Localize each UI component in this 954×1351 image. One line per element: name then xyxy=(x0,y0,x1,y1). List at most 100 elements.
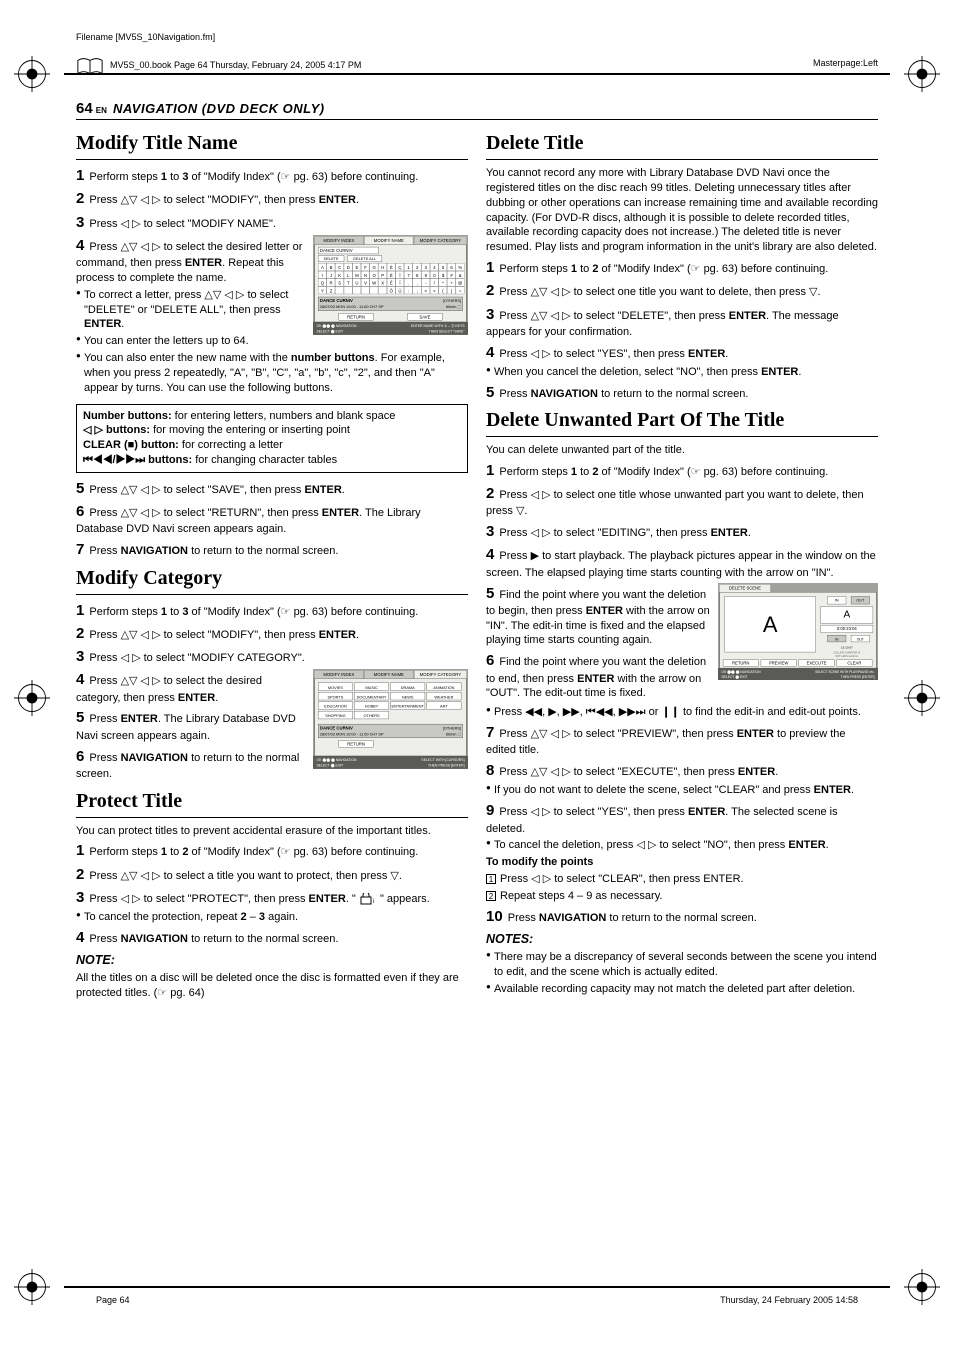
svg-text:MODIFY NAME: MODIFY NAME xyxy=(374,672,404,677)
filename-caption: Filename [MV5S_10Navigation.fm] xyxy=(76,32,215,42)
left-column: Modify Title Name 1 Perform steps 1 to 3… xyxy=(76,126,468,1003)
step: 8 Press △▽ ◁ ▷ to select "EXECUTE", then… xyxy=(486,761,878,781)
svg-text:R: R xyxy=(330,280,333,285)
svg-text:J: J xyxy=(330,273,332,278)
svg-text:H: H xyxy=(381,265,384,270)
svg-text:OUT: OUT xyxy=(856,598,865,602)
svg-text:NEWS: NEWS xyxy=(402,695,414,700)
step: 4 Press ▶ to start playback. The playbac… xyxy=(486,545,878,580)
svg-text:MODIFY INDEX: MODIFY INDEX xyxy=(323,672,354,677)
step: 10 Press NAVIGATION to return to the nor… xyxy=(486,907,878,927)
svg-text:I: I xyxy=(322,273,323,278)
svg-text:S: S xyxy=(338,280,341,285)
svg-text:THEN PRESS [ENTER]: THEN PRESS [ENTER] xyxy=(428,764,465,768)
svg-text:SHOPPING: SHOPPING xyxy=(325,714,345,719)
step: 7 Press △▽ ◁ ▷ to select "PREVIEW", then… xyxy=(486,723,878,758)
heading-delete-unwanted: Delete Unwanted Part Of The Title xyxy=(486,409,878,432)
step: 1 Perform steps 1 to 2 of "Modify Index"… xyxy=(486,258,878,278)
step: 9 Press ◁ ▷ to select "YES", then press … xyxy=(486,801,878,836)
step: 1 Perform steps 1 to 2 of "Modify Index"… xyxy=(486,461,878,481)
svg-text:Ê: Ê xyxy=(390,280,393,285)
right-column: Delete Title You cannot record any more … xyxy=(486,126,878,1003)
svg-text:NOT LESS red/1min: NOT LESS red/1min xyxy=(835,655,858,658)
book-icon xyxy=(76,56,104,78)
heading-modify-title: Modify Title Name xyxy=(76,132,468,155)
substep: 1Press ◁ ▷ to select "CLEAR", then press… xyxy=(486,872,878,887)
svg-text:THEN PRESS [ENTER]: THEN PRESS [ENTER] xyxy=(841,675,875,679)
svg-text:IN: IN xyxy=(835,598,839,602)
svg-text:SPORTS: SPORTS xyxy=(327,695,343,700)
step: 2 Press △▽ ◁ ▷ to select one title you w… xyxy=(486,281,878,301)
svg-text:,: , xyxy=(417,280,418,285)
svg-text:MODIFY CATEGORY: MODIFY CATEGORY xyxy=(420,238,462,243)
step: 1 Perform steps 1 to 2 of "Modify Index"… xyxy=(76,841,468,861)
svg-text:Ç: Ç xyxy=(398,265,401,270)
step: 3 Press ◁ ▷ to select "EDITING", then pr… xyxy=(486,522,878,542)
svg-text:DANCE CURNIV: DANCE CURNIV xyxy=(320,726,353,731)
step: 2 Press △▽ ◁ ▷ to select "MODIFY", then … xyxy=(76,189,468,209)
svg-text:D: D xyxy=(347,265,350,270)
svg-text:V: V xyxy=(364,280,367,285)
note-text: All the titles on a disc will be deleted… xyxy=(76,971,468,1001)
lock-icon: i xyxy=(359,893,377,905)
button-reference-box: Number buttons: for entering letters, nu… xyxy=(76,404,468,473)
svg-text:DELETE ALL: DELETE ALL xyxy=(353,256,377,261)
regmark-icon xyxy=(14,680,50,716)
svg-text:F: F xyxy=(364,265,367,270)
svg-text:MUSIC: MUSIC xyxy=(365,685,378,690)
masterpage-caption: Masterpage:Left xyxy=(813,58,878,68)
svg-text:RETURN: RETURN xyxy=(732,660,749,665)
step: 1 Perform steps 1 to 3 of "Modify Index"… xyxy=(76,601,468,621)
regmark-icon xyxy=(904,680,940,716)
svg-text:DELETE SCENE: DELETE SCENE xyxy=(729,585,761,590)
svg-text:.: . xyxy=(408,280,409,285)
svg-text:È: È xyxy=(390,273,393,278)
figure-delete-scene: DELETE SCENE A IN OUT A 0:00:23:04 IN OU… xyxy=(718,583,878,681)
bullet: To cancel the protection, repeat 2 – 3 a… xyxy=(76,910,468,925)
regmark-icon xyxy=(904,1269,940,1305)
footer-date: Thursday, 24 February 2005 14:58 xyxy=(720,1295,858,1305)
svg-text:DELETE: DELETE xyxy=(324,256,339,261)
bullet: Press ◀◀, ▶, ▶▶, ⏮◀◀, ▶▶⏭ or ❙❙ to find … xyxy=(486,705,878,720)
bullet: You can also enter the new name with the… xyxy=(76,351,468,396)
bookinfo-caption: MV5S_00.book Page 64 Thursday, February … xyxy=(110,60,361,70)
svg-text:M: M xyxy=(355,273,359,278)
page: Filename [MV5S_10Navigation.fm] Masterpa… xyxy=(0,0,954,1351)
regmark-icon xyxy=(904,56,940,92)
bullet: Available recording capacity may not mat… xyxy=(486,982,878,997)
svg-text:RETURN: RETURN xyxy=(347,742,365,747)
bullet: To cancel the deletion, press ◁ ▷ to sel… xyxy=(486,838,878,853)
step: 5 Press NAVIGATION to return to the norm… xyxy=(486,383,878,403)
step: 3 Press ◁ ▷ to select "MODIFY NAME". xyxy=(76,213,468,233)
note-header: NOTE: xyxy=(76,952,468,969)
step: 5 Press △▽ ◁ ▷ to select "SAVE", then pr… xyxy=(76,479,468,499)
svg-text:OTHERS: OTHERS xyxy=(364,714,381,719)
notes-header: NOTES: xyxy=(486,931,878,948)
footer-page: Page 64 xyxy=(96,1295,130,1305)
svg-text:X: X xyxy=(381,280,384,285)
svg-text:13:10:07: 13:10:07 xyxy=(841,645,853,649)
step: 4 Press NAVIGATION to return to the norm… xyxy=(76,928,468,948)
bullet: When you cancel the deletion, select "NO… xyxy=(486,365,878,380)
page-number: 64 xyxy=(76,100,93,117)
svg-text:%: % xyxy=(458,265,462,270)
step: 4 Press ◁ ▷ to select "YES", then press … xyxy=(486,343,878,363)
svg-text:SELECT ⬤ EXIT: SELECT ⬤ EXIT xyxy=(316,764,344,768)
intro-text: You cannot record any more with Library … xyxy=(486,166,878,255)
bullet: To correct a letter, press △▽ ◁ ▷ to sel… xyxy=(76,288,468,333)
svg-text:MODIFY NAME: MODIFY NAME xyxy=(374,238,404,243)
svg-text:WEATHER: WEATHER xyxy=(434,695,453,700)
svg-text:É: É xyxy=(390,265,393,270)
svg-text:SELECT WITH [CURSORS]: SELECT WITH [CURSORS] xyxy=(421,758,464,762)
step: 3 Press ◁ ▷ to select "PROTECT", then pr… xyxy=(76,888,468,908)
svg-text:OK ⬤⬤ ⬤ NAVIGATION: OK ⬤⬤ ⬤ NAVIGATION xyxy=(721,670,761,674)
content-area: 64 EN NAVIGATION (DVD DECK ONLY) Modify … xyxy=(76,100,878,1251)
step: 6 Press △▽ ◁ ▷ to select "RETURN", then … xyxy=(76,502,468,537)
svg-text:B: B xyxy=(330,265,333,270)
svg-text:IN: IN xyxy=(835,637,839,641)
sub-heading: To modify the points xyxy=(486,855,878,870)
svg-text:A: A xyxy=(763,611,778,636)
step: 3 Press △▽ ◁ ▷ to select "DELETE", then … xyxy=(486,305,878,340)
svg-text:ANIMATION: ANIMATION xyxy=(433,685,454,690)
svg-text:OUT: OUT xyxy=(857,637,864,641)
